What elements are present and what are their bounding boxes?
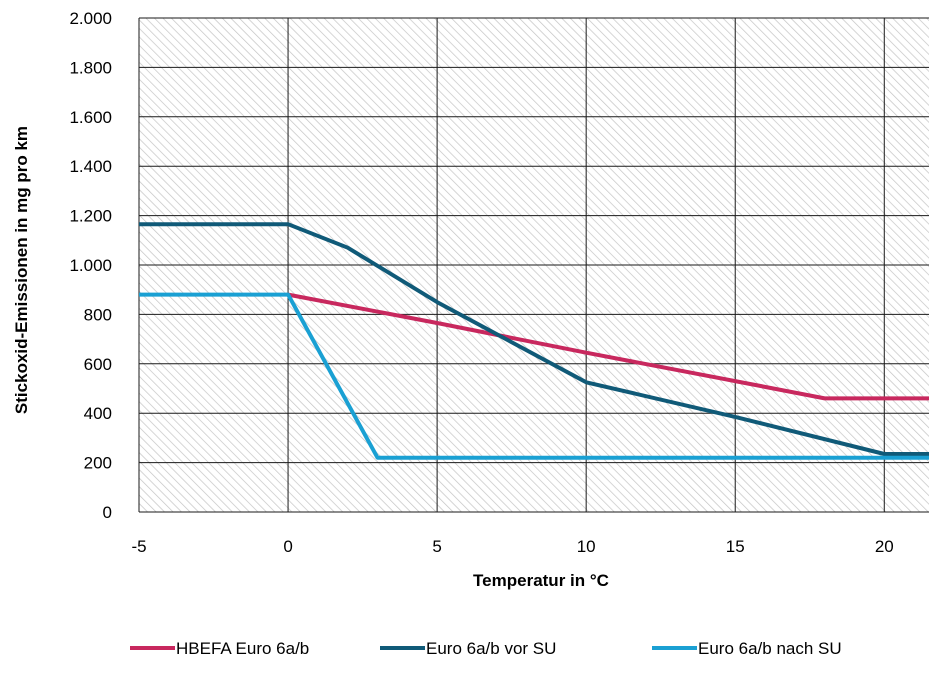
x-tick-label: 15: [726, 537, 745, 556]
y-tick-label: 600: [84, 355, 112, 374]
x-tick-label: 0: [283, 537, 292, 556]
x-tick-label: 10: [577, 537, 596, 556]
x-tick-label: 5: [432, 537, 441, 556]
legend-label: Euro 6a/b nach SU: [698, 639, 842, 658]
series-line-3: [139, 292, 929, 460]
legend: HBEFA Euro 6a/b Euro 6a/b vor SU Euro 6a/b…: [130, 639, 842, 658]
y-tick-label: 1.000: [69, 256, 112, 275]
y-tick-label: 2.000: [69, 9, 112, 28]
y-axis-title: Stickoxid-Emissionen in mg pro km: [12, 126, 31, 414]
y-tick-label: 800: [84, 305, 112, 324]
y-tick-label: 1.200: [69, 207, 112, 226]
y-tick-label: 200: [84, 454, 112, 473]
series-line-1: [287, 292, 929, 401]
y-tick-label: 1.400: [69, 157, 112, 176]
x-axis-title: Temperatur in °C: [473, 571, 609, 590]
y-tick-label: 400: [84, 404, 112, 423]
y-tick-label: 1.600: [69, 108, 112, 127]
x-tick-label: 20: [875, 537, 894, 556]
y-tick-label: 1.800: [69, 58, 112, 77]
legend-label: HBEFA Euro 6a/b: [176, 639, 309, 658]
x-tick-label: -5: [131, 537, 146, 556]
legend-label: Euro 6a/b vor SU: [426, 639, 556, 658]
y-tick-label: 0: [103, 503, 112, 522]
series-line-2: [139, 222, 929, 456]
